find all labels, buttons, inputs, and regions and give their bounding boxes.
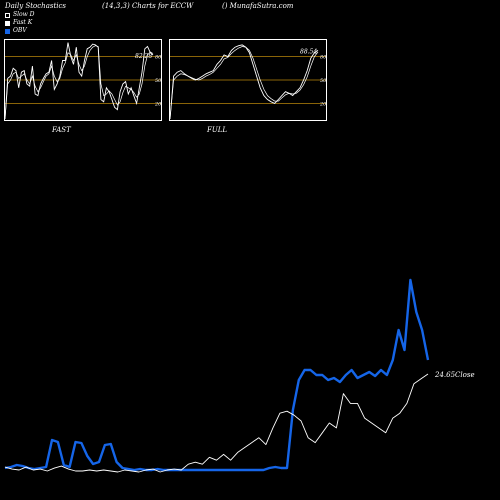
stochastic-line-1	[169, 44, 319, 120]
price-line	[4, 373, 429, 473]
legend-slow-d-swatch	[5, 12, 10, 18]
last-value-label: 88.54	[300, 48, 317, 55]
full-stochastic-panel: 80 50 20 88.54	[169, 39, 327, 121]
stochastic-line-1	[4, 42, 154, 120]
last-value-label: 82.28	[135, 53, 152, 60]
legend-fast-k-label: Fast K	[13, 19, 33, 26]
y-tick-label-50: 50	[155, 78, 162, 84]
fast-stochastic-plot: 80 50 20 82.28	[4, 39, 162, 121]
legend-fast-k-swatch	[5, 20, 10, 26]
legend-slow-d: Slow D	[5, 11, 35, 19]
y-tick-label-20: 20	[154, 101, 162, 107]
obv-line	[4, 278, 430, 472]
full-stochastic-plot: 80 50 20 88.54	[169, 39, 327, 121]
fast-panel-label: FAST	[52, 126, 71, 134]
legend-slow-d-label: Slow D	[13, 11, 35, 18]
legend: Slow D Fast K OBV	[5, 11, 35, 35]
chart-header-center: (14,3,3) Charts for ECCW	[102, 2, 194, 10]
chart-header-right: () MunafaSutra.com	[222, 2, 294, 10]
stochastic-line-2	[169, 46, 319, 120]
close-price-label: 24.65Close	[435, 371, 475, 379]
full-panel-label: FULL	[207, 126, 228, 134]
legend-fast-k: Fast K	[5, 19, 35, 27]
y-tick-label-80: 80	[155, 55, 162, 61]
fast-stochastic-panel: 80 50 20 82.28	[4, 39, 162, 121]
y-tick-label-80: 80	[320, 55, 327, 61]
legend-obv-label: OBV	[13, 27, 27, 34]
chart-header-left: Daily Stochastics	[5, 2, 67, 10]
legend-obv: OBV	[5, 27, 35, 35]
y-tick-label-50: 50	[320, 78, 327, 84]
y-tick-label-20: 20	[319, 101, 327, 107]
stochastic-line-2	[4, 45, 154, 120]
legend-obv-swatch	[5, 28, 10, 34]
